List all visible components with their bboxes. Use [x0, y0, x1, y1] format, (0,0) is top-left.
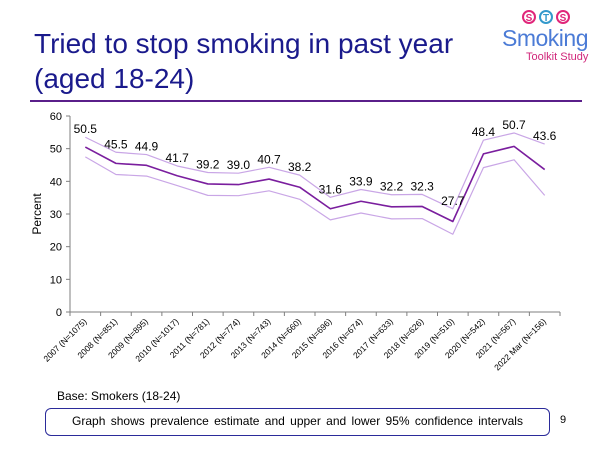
- data-label: 45.5: [104, 137, 128, 151]
- title-divider: [30, 100, 582, 102]
- logo-letter-t: T: [539, 10, 553, 24]
- y-tick-label: 0: [56, 307, 62, 319]
- data-label: 32.2: [380, 180, 404, 194]
- x-tick-label: 2022 Mar (N=156): [492, 316, 548, 372]
- data-label: 31.6: [319, 182, 343, 196]
- sts-logo: S T S Smoking Toolkit Study: [500, 10, 592, 70]
- y-tick-label: 50: [50, 144, 62, 156]
- data-label: 33.9: [349, 175, 373, 189]
- logo-circles: S T S: [522, 10, 570, 24]
- y-tick-label: 20: [50, 242, 62, 254]
- logo-word: Smoking: [502, 25, 588, 51]
- y-tick-label: 40: [50, 176, 62, 188]
- data-label: 43.6: [533, 129, 557, 143]
- lower-ci-line: [85, 156, 546, 235]
- data-label: 27.7: [441, 194, 465, 208]
- logo-letter-s2: S: [556, 10, 570, 24]
- estimate-line: [84, 145, 546, 223]
- slide-title-line-1: Tried to stop smoking in past year: [34, 28, 454, 59]
- data-label: 39.2: [196, 158, 220, 172]
- data-label: 44.9: [135, 140, 159, 154]
- slide-title-line-2: (aged 18-24): [34, 63, 195, 94]
- logo-letter-s1: S: [522, 10, 536, 24]
- data-label: 50.5: [74, 122, 98, 136]
- y-axis-label: Percent: [30, 193, 44, 235]
- data-label: 41.7: [166, 151, 190, 165]
- page-number: 9: [560, 414, 567, 426]
- y-tick-label: 60: [50, 111, 62, 123]
- slide-title: Tried to stop smoking in past year (aged…: [34, 26, 453, 96]
- data-label: 39.0: [227, 158, 251, 172]
- y-tick-label: 30: [50, 209, 62, 221]
- data-label: 50.7: [502, 118, 526, 132]
- data-label: 40.7: [257, 152, 281, 166]
- data-label: 32.3: [411, 179, 435, 193]
- base-note: Base: Smokers (18-24): [57, 389, 181, 403]
- y-tick-label: 10: [50, 274, 62, 286]
- data-label: 48.4: [472, 125, 496, 139]
- logo-subtitle: Toolkit Study: [526, 51, 589, 63]
- upper-ci-line: [85, 132, 545, 210]
- data-label: 38.2: [288, 160, 312, 174]
- ci-note-box: Graph shows prevalence estimate and uppe…: [45, 408, 550, 436]
